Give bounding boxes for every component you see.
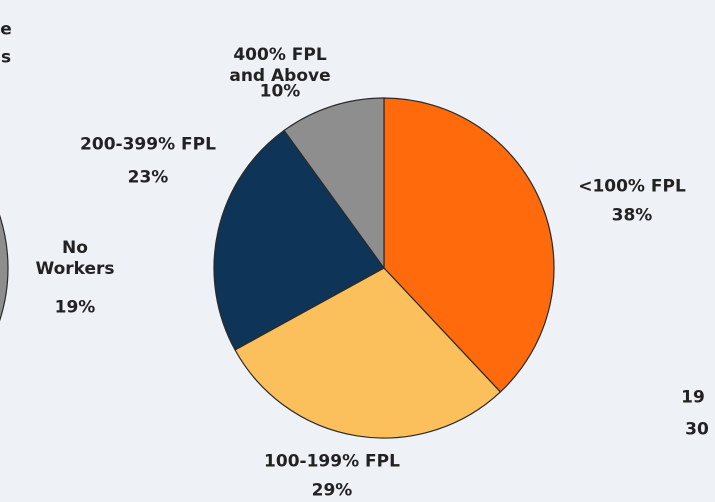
slice-value: 38%	[611, 205, 653, 226]
slice-value: 10%	[259, 81, 301, 102]
pie-slice	[383, 97, 555, 393]
pie-slice	[283, 97, 385, 270]
cropped-text: 30	[685, 419, 709, 440]
pie-slice	[0, 214, 9, 322]
slice-value: 23%	[127, 167, 169, 188]
slice-label: 400% FPL and Above	[229, 45, 331, 86]
slice-value: 29%	[311, 480, 353, 501]
slice-label: 200-399% FPL	[80, 134, 216, 155]
cropped-text: 19	[681, 387, 705, 408]
pie-slice	[213, 129, 385, 351]
slice-label: 100-199% FPL	[264, 451, 400, 472]
slice-label: <100% FPL	[578, 176, 686, 197]
cropped-text: s	[0, 47, 12, 68]
cropped-text: e	[0, 19, 12, 40]
pie-slice	[234, 267, 502, 439]
slice-value: 19%	[54, 297, 96, 318]
slice-label: No Workers	[35, 238, 115, 279]
